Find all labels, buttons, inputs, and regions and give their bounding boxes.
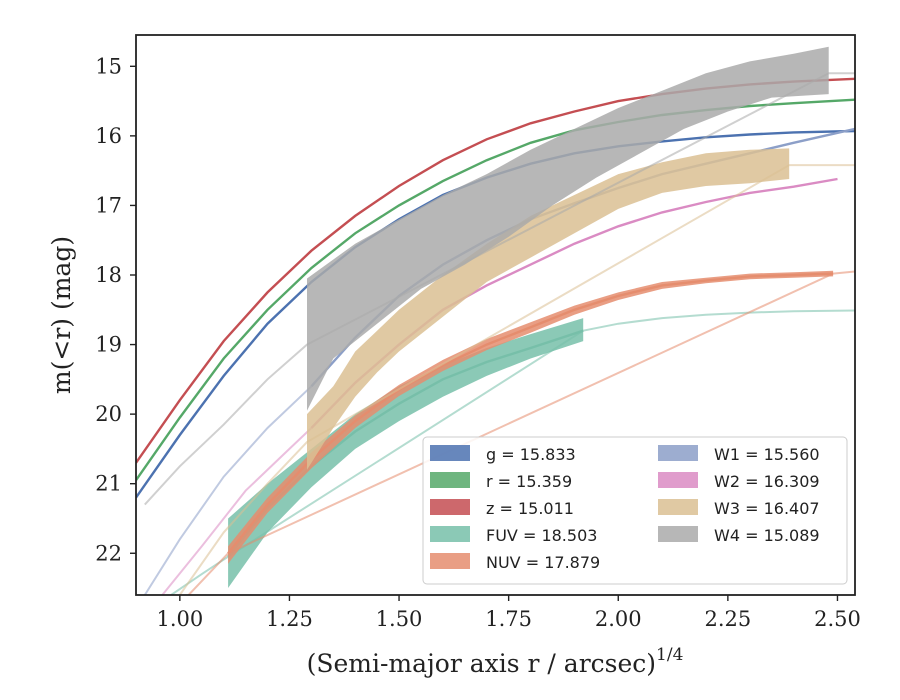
- y-tick-label: 17: [95, 193, 122, 217]
- legend-swatch-z: [430, 499, 470, 515]
- series-fuv-band: [228, 318, 584, 588]
- legend-box: [422, 436, 848, 585]
- legend-label-w3: W3 = 16.407: [714, 499, 820, 518]
- series-fuv-extension: [170, 309, 855, 595]
- x-tick-label: 2.50: [814, 607, 861, 631]
- series-w3-band: [307, 148, 790, 470]
- series-w4-band: [307, 46, 829, 411]
- x-tick-label: 1.75: [485, 607, 532, 631]
- x-tick-label: 2.25: [704, 607, 751, 631]
- plot-frame: [135, 34, 856, 596]
- x-axis-title-text: (Semi-major axis r / arcsec): [307, 649, 656, 678]
- legend-swatch-w4: [658, 526, 698, 542]
- legend-label-w1: W1 = 15.560: [714, 445, 820, 464]
- series-w2-extension: [161, 427, 313, 595]
- y-tick-label: 20: [95, 402, 122, 426]
- legend-swatch-w2: [658, 472, 698, 488]
- y-axis-title: m(<r) (mag): [47, 236, 76, 394]
- y-tick-label: 16: [95, 124, 122, 148]
- plot-area: [136, 46, 855, 595]
- legend-swatch-nuv: [430, 553, 470, 569]
- legend-swatch-r: [430, 472, 470, 488]
- series-nuv-extension: [187, 270, 855, 595]
- series-nuv-band: [228, 270, 834, 564]
- series-w3-extension: [178, 164, 855, 595]
- x-tick-label: 1.00: [156, 607, 203, 631]
- legend-label-z: z = 15.011: [486, 499, 574, 518]
- axis-ticks: 1.00 1.25 1.50 1.75 2.00 2.25 2.50 15 16 17 18 19 20…: [95, 54, 861, 631]
- x-tick-label: 1.50: [376, 607, 423, 631]
- y-tick-label: 22: [95, 541, 122, 565]
- y-tick-label: 18: [95, 263, 122, 287]
- x-axis-title-superscript: 1/4: [656, 645, 683, 665]
- series-w1-extension: [143, 385, 313, 595]
- x-tick-label: 1.25: [266, 607, 313, 631]
- legend-label-w4: W4 = 15.089: [714, 526, 820, 545]
- legend-label-fuv: FUV = 18.503: [486, 526, 597, 545]
- legend-label-r: r = 15.359: [486, 472, 572, 491]
- y-tick-label: 19: [95, 333, 122, 357]
- legend-label-w2: W2 = 16.309: [714, 472, 820, 491]
- x-axis-title: (Semi-major axis r / arcsec)1/4: [307, 645, 684, 678]
- legend: g = 15.833 r = 15.359 z = 15.011 FUV = 18.5…: [422, 436, 848, 585]
- legend-label-nuv: NUV = 17.879: [486, 553, 600, 572]
- legend-swatch-g: [430, 445, 470, 461]
- y-tick-label: 15: [95, 54, 122, 78]
- legend-swatch-w1: [658, 445, 698, 461]
- series-nuv-line: [227, 272, 834, 555]
- legend-swatch-fuv: [430, 526, 470, 542]
- y-tick-label: 21: [95, 472, 122, 496]
- x-tick-label: 2.00: [595, 607, 642, 631]
- legend-label-g: g = 15.833: [486, 445, 576, 464]
- legend-swatch-w3: [658, 499, 698, 515]
